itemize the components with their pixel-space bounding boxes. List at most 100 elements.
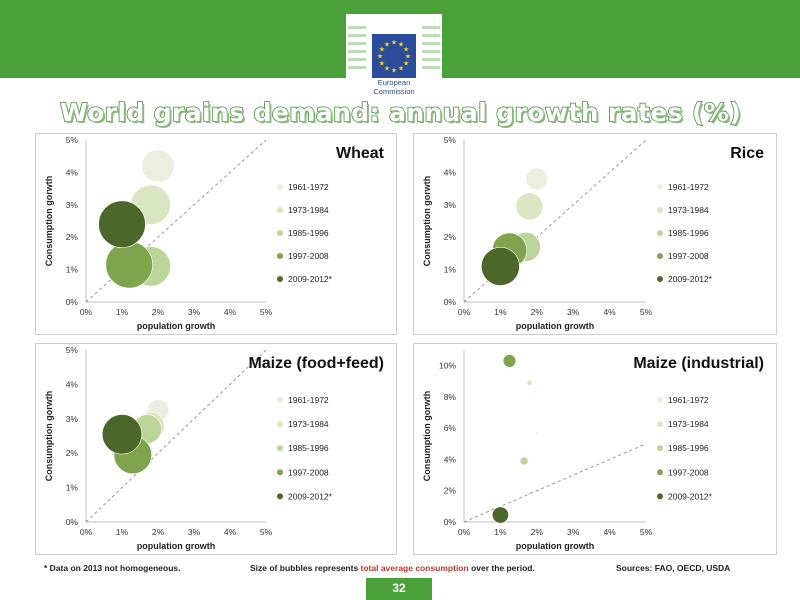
footnote-size-prefix: Size of bubbles represents <box>250 563 361 573</box>
bubble-1985-1996 <box>519 456 529 466</box>
chart-panel-maize-food-feed: 0% 1% 2% 3% 4% 5% 0% 1% 2% 3% 4% 5% population growt… <box>35 343 397 555</box>
eu-star-icon: ★ <box>384 65 390 73</box>
legend-swatch <box>277 253 283 259</box>
x-tick-label: 0% <box>458 527 471 537</box>
chart-wheat: 0% 1% 2% 3% 4% 5% 0% 1% 2% 3% 4% 5% population growt… <box>44 135 385 331</box>
x-tick-label: 4% <box>224 307 237 317</box>
legend-swatch <box>277 184 283 190</box>
y-tick-label: 2% <box>66 448 79 458</box>
x-tick-label: 2% <box>152 527 165 537</box>
chart-maize-food-feed: 0% 1% 2% 3% 4% 5% 0% 1% 2% 3% 4% 5% population growt… <box>44 345 384 551</box>
y-tick-label: 1% <box>66 265 79 275</box>
eu-star-icon: ★ <box>403 60 409 68</box>
x-tick-label: 2% <box>531 307 544 317</box>
x-tick-label: 0% <box>80 527 93 537</box>
legend-swatch <box>657 420 663 427</box>
eu-star-icon: ★ <box>403 46 409 54</box>
legend-swatch <box>277 445 283 452</box>
chart-panel-wheat: 0% 1% 2% 3% 4% 5% 0% 1% 2% 3% 4% 5% population growt… <box>35 133 397 335</box>
legend-swatch <box>657 493 663 500</box>
legend-label: 1973-1984 <box>668 205 709 215</box>
y-tick-label: 5% <box>66 135 79 145</box>
x-tick-label: 0% <box>458 307 471 317</box>
reference-diagonal <box>85 139 267 303</box>
legend-swatch <box>657 469 663 476</box>
eu-star-icon: ★ <box>391 39 397 47</box>
bubble-1973-1984 <box>526 379 533 386</box>
x-tick-label: 5% <box>260 307 273 317</box>
logo-line-commission: Commission <box>373 87 415 96</box>
y-tick-label: 10% <box>439 361 456 371</box>
legend-label: 1997-2008 <box>288 467 329 477</box>
chart-title: Wheat <box>336 145 385 162</box>
x-axis-label: population growth <box>137 541 215 551</box>
x-axis-label: population growth <box>516 321 594 331</box>
x-tick-label: 1% <box>494 527 507 537</box>
x-tick-label: 3% <box>567 307 580 317</box>
legend-swatch <box>657 445 663 452</box>
y-tick-label: 1% <box>444 265 457 275</box>
y-tick-label: 8% <box>444 392 457 402</box>
legend-label: 2009-2012* <box>668 274 713 284</box>
page-number: 32 <box>366 578 432 600</box>
legend-label: 1973-1984 <box>288 419 329 429</box>
y-tick-label: 3% <box>444 200 457 210</box>
x-tick-label: 4% <box>224 527 237 537</box>
y-tick-label: 0% <box>66 297 79 307</box>
legend-label: 1985-1996 <box>668 443 709 453</box>
y-axis-label: Consumption gorwth <box>422 391 432 481</box>
legend-swatch <box>277 396 283 403</box>
legend-label: 1973-1984 <box>288 205 329 215</box>
legend-label: 2009-2012* <box>288 491 333 501</box>
y-tick-label: 3% <box>66 200 79 210</box>
y-tick-label: 4% <box>66 167 79 177</box>
legend-label: 1985-1996 <box>288 228 329 238</box>
legend-label: 1997-2008 <box>668 251 709 261</box>
legend-label: 1961-1972 <box>288 182 329 192</box>
reference-diagonal <box>463 443 647 523</box>
legend-label: 2009-2012* <box>288 274 333 284</box>
x-tick-label: 3% <box>567 527 580 537</box>
eu-star-icon: ★ <box>384 40 390 48</box>
bubble-1997-2008 <box>105 240 153 289</box>
legend-swatch <box>277 469 283 476</box>
bubble-2009-2012 <box>491 506 509 524</box>
eu-star-icon: ★ <box>377 53 383 61</box>
logo-caption: European Commission <box>346 78 442 96</box>
eu-star-icon: ★ <box>405 53 411 61</box>
chart-title: Maize (industrial) <box>633 355 764 372</box>
y-axis-label: Consumption gorwth <box>44 391 54 481</box>
y-tick-label: 0% <box>66 517 79 527</box>
y-tick-label: 0% <box>444 517 457 527</box>
legend-label: 1961-1972 <box>668 182 709 192</box>
x-tick-label: 1% <box>494 307 507 317</box>
bubble-2009-2012 <box>481 246 520 286</box>
x-tick-label: 0% <box>80 307 93 317</box>
chart-panel-rice: 0% 1% 2% 3% 4% 5% 0% 1% 2% 3% 4% 5% population growt… <box>413 133 777 335</box>
chart-rice: 0% 1% 2% 3% 4% 5% 0% 1% 2% 3% 4% 5% population growt… <box>422 135 764 331</box>
legend-label: 2009-2012* <box>668 491 713 501</box>
y-tick-label: 2% <box>66 232 79 242</box>
eu-star-icon: ★ <box>398 65 404 73</box>
y-tick-label: 6% <box>444 423 457 433</box>
y-tick-label: 2% <box>444 232 457 242</box>
footnote-size-suffix: over the period. <box>468 563 535 573</box>
bubble-2009-2012 <box>101 414 143 455</box>
chart-maize-industrial: 0% 2% 4% 6% 8% 10% 0% 1% 2% 3% 4% 5% population grow… <box>422 350 764 551</box>
x-tick-label: 2% <box>531 527 544 537</box>
y-tick-label: 5% <box>444 135 457 145</box>
eu-star-icon: ★ <box>398 40 404 48</box>
legend-swatch <box>277 276 283 282</box>
x-tick-label: 5% <box>260 527 273 537</box>
legend-label: 1961-1972 <box>288 395 329 405</box>
legend-swatch <box>657 276 663 282</box>
logo-line-european: European <box>377 78 411 87</box>
legend-swatch <box>277 207 283 213</box>
bubble-1961-1972 <box>525 167 549 191</box>
y-tick-label: 5% <box>66 345 79 355</box>
footnote-sources: Sources: FAO, OECD, USDA <box>616 563 731 573</box>
y-tick-label: 4% <box>444 454 457 464</box>
x-tick-label: 4% <box>603 307 616 317</box>
x-tick-label: 1% <box>116 307 129 317</box>
legend-swatch <box>277 230 283 236</box>
